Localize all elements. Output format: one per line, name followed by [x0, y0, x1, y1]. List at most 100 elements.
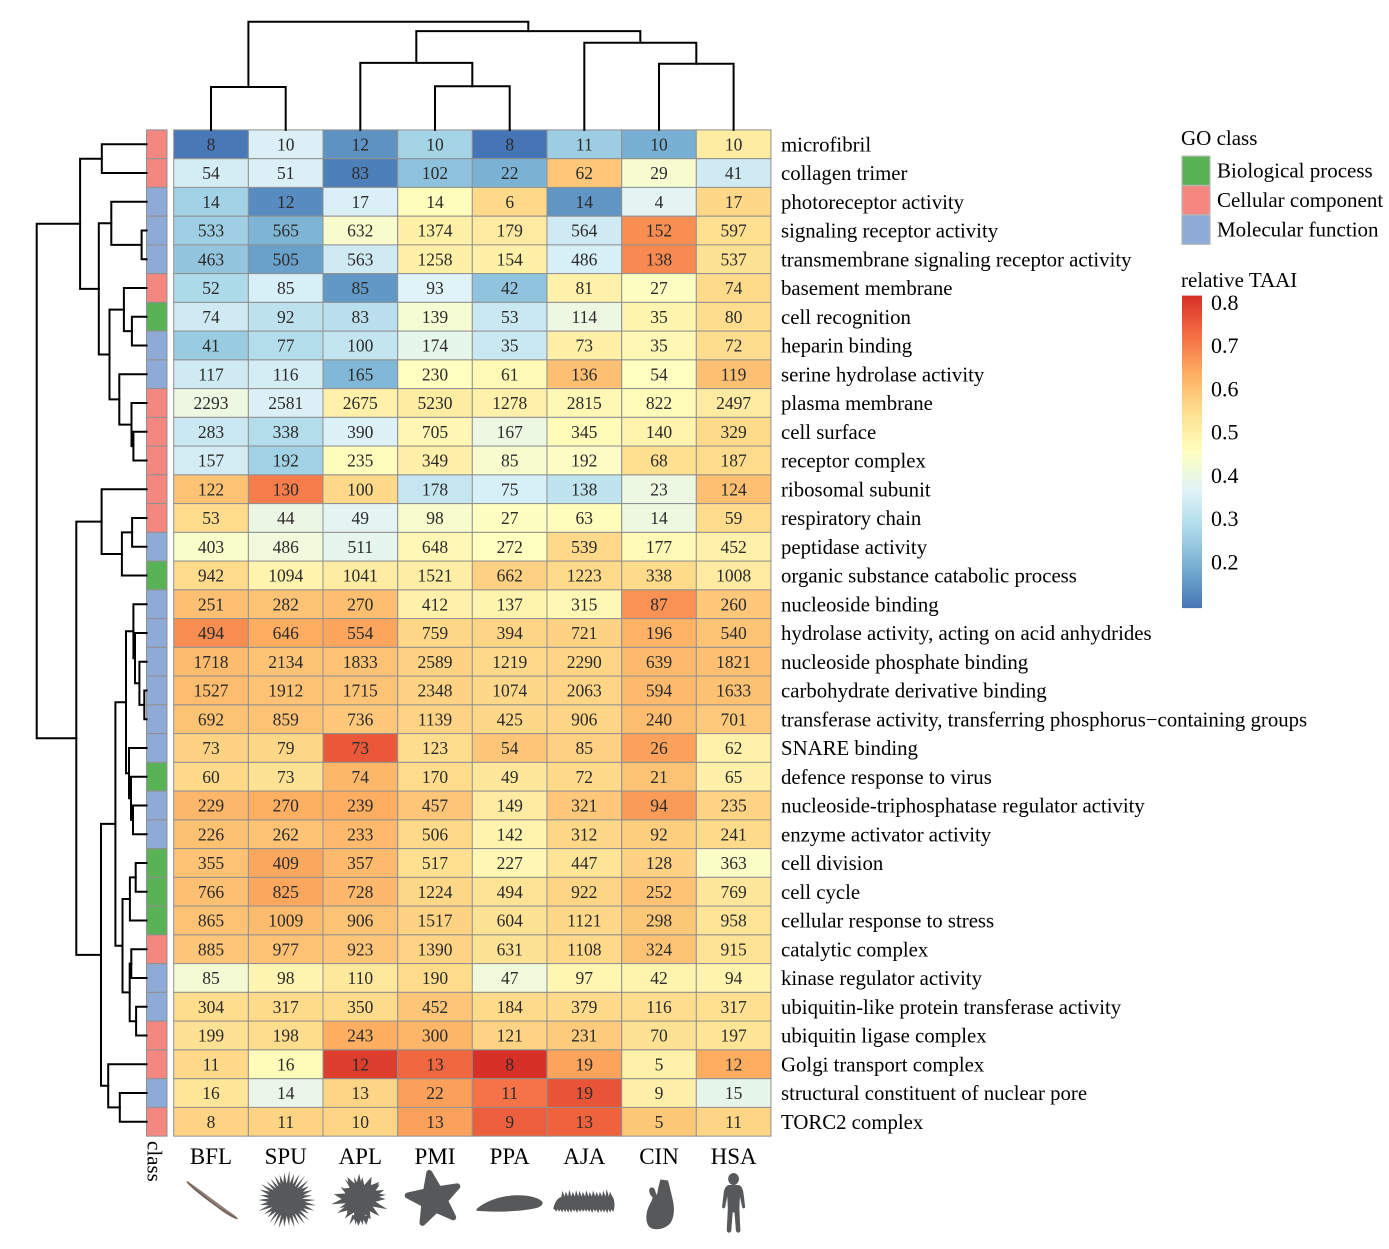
svg-text:92: 92	[277, 307, 295, 327]
svg-text:563: 563	[347, 250, 374, 270]
svg-text:SPU: SPU	[265, 1144, 308, 1169]
svg-text:83: 83	[352, 307, 370, 327]
svg-text:16: 16	[202, 1083, 220, 1103]
svg-text:5: 5	[655, 1055, 664, 1075]
svg-text:463: 463	[198, 250, 225, 270]
svg-text:enzyme activator activity: enzyme activator activity	[781, 823, 992, 846]
svg-text:533: 533	[198, 221, 225, 241]
svg-text:10: 10	[650, 135, 668, 155]
svg-text:35: 35	[650, 307, 668, 327]
svg-text:49: 49	[501, 767, 519, 787]
svg-text:2675: 2675	[343, 393, 378, 413]
svg-text:174: 174	[422, 336, 449, 356]
svg-text:137: 137	[497, 595, 524, 615]
svg-text:49: 49	[352, 508, 370, 528]
svg-text:85: 85	[352, 278, 370, 298]
svg-text:ubiquitin-like protein transfe: ubiquitin-like protein transferase activ…	[781, 996, 1122, 1019]
svg-text:0.6: 0.6	[1211, 376, 1239, 401]
svg-text:23: 23	[650, 480, 668, 500]
svg-text:721: 721	[571, 623, 597, 643]
svg-text:539: 539	[571, 537, 598, 557]
svg-text:241: 241	[720, 825, 746, 845]
svg-text:958: 958	[720, 911, 747, 931]
svg-text:94: 94	[725, 968, 743, 988]
svg-text:54: 54	[650, 365, 668, 385]
svg-text:152: 152	[646, 221, 672, 241]
svg-text:705: 705	[422, 422, 449, 442]
svg-text:196: 196	[646, 623, 673, 643]
svg-text:100: 100	[347, 480, 374, 500]
svg-text:14: 14	[650, 508, 668, 528]
svg-text:505: 505	[273, 250, 300, 270]
svg-text:77: 77	[277, 336, 295, 356]
svg-text:425: 425	[497, 710, 524, 730]
svg-text:65: 65	[725, 767, 743, 787]
svg-text:226: 226	[198, 825, 225, 845]
svg-text:44: 44	[277, 508, 295, 528]
svg-text:260: 260	[720, 595, 747, 615]
svg-text:494: 494	[497, 882, 524, 902]
svg-text:239: 239	[347, 796, 374, 816]
svg-text:2815: 2815	[567, 393, 602, 413]
svg-text:231: 231	[571, 1026, 597, 1046]
svg-text:317: 317	[273, 997, 300, 1017]
svg-text:138: 138	[571, 480, 598, 500]
svg-text:447: 447	[571, 853, 598, 873]
svg-text:35: 35	[650, 336, 668, 356]
svg-text:138: 138	[646, 250, 673, 270]
svg-text:98: 98	[426, 508, 444, 528]
svg-text:0.4: 0.4	[1211, 463, 1239, 488]
svg-text:83: 83	[352, 163, 370, 183]
svg-text:252: 252	[646, 882, 672, 902]
svg-text:cell division: cell division	[781, 852, 884, 875]
svg-text:9: 9	[505, 1112, 514, 1132]
svg-text:486: 486	[273, 537, 300, 557]
svg-text:73: 73	[202, 738, 220, 758]
svg-text:79: 79	[277, 738, 295, 758]
svg-text:11: 11	[203, 1055, 220, 1075]
svg-text:379: 379	[571, 997, 598, 1017]
svg-text:885: 885	[198, 940, 225, 960]
svg-text:632: 632	[347, 221, 373, 241]
svg-text:766: 766	[198, 882, 225, 902]
svg-text:102: 102	[422, 163, 448, 183]
svg-text:52: 52	[202, 278, 220, 298]
svg-text:74: 74	[725, 278, 743, 298]
svg-text:75: 75	[501, 480, 519, 500]
svg-text:116: 116	[646, 997, 672, 1017]
svg-text:12: 12	[352, 135, 370, 155]
svg-text:915: 915	[720, 940, 747, 960]
svg-text:701: 701	[720, 710, 746, 730]
svg-text:942: 942	[198, 566, 224, 586]
svg-text:AJA: AJA	[563, 1144, 606, 1169]
svg-text:350: 350	[347, 997, 374, 1017]
svg-text:2290: 2290	[567, 652, 602, 672]
svg-text:17: 17	[352, 192, 370, 212]
svg-text:nucleoside-triphosphatase regu: nucleoside-triphosphatase regulator acti…	[781, 795, 1145, 818]
svg-text:822: 822	[646, 393, 672, 413]
svg-text:178: 178	[422, 480, 449, 500]
svg-text:345: 345	[571, 422, 598, 442]
svg-text:94: 94	[650, 796, 668, 816]
svg-text:167: 167	[497, 422, 524, 442]
svg-text:19: 19	[576, 1083, 594, 1103]
svg-text:85: 85	[202, 968, 220, 988]
svg-text:1517: 1517	[418, 911, 453, 931]
svg-text:769: 769	[720, 882, 747, 902]
svg-text:74: 74	[202, 307, 220, 327]
svg-text:324: 324	[646, 940, 673, 960]
svg-text:structural constituent of nucl: structural constituent of nuclear pore	[781, 1082, 1087, 1105]
svg-text:Cellular component: Cellular component	[1217, 188, 1383, 212]
svg-text:signaling receptor activity: signaling receptor activity	[781, 220, 999, 243]
svg-text:759: 759	[422, 623, 449, 643]
svg-text:494: 494	[198, 623, 225, 643]
svg-text:197: 197	[720, 1026, 747, 1046]
svg-text:906: 906	[571, 710, 598, 730]
svg-text:177: 177	[646, 537, 673, 557]
svg-text:APL: APL	[339, 1144, 382, 1169]
svg-text:1009: 1009	[268, 911, 303, 931]
svg-text:329: 329	[720, 422, 747, 442]
svg-text:19: 19	[576, 1055, 594, 1075]
svg-text:154: 154	[497, 250, 524, 270]
svg-text:54: 54	[501, 738, 519, 758]
